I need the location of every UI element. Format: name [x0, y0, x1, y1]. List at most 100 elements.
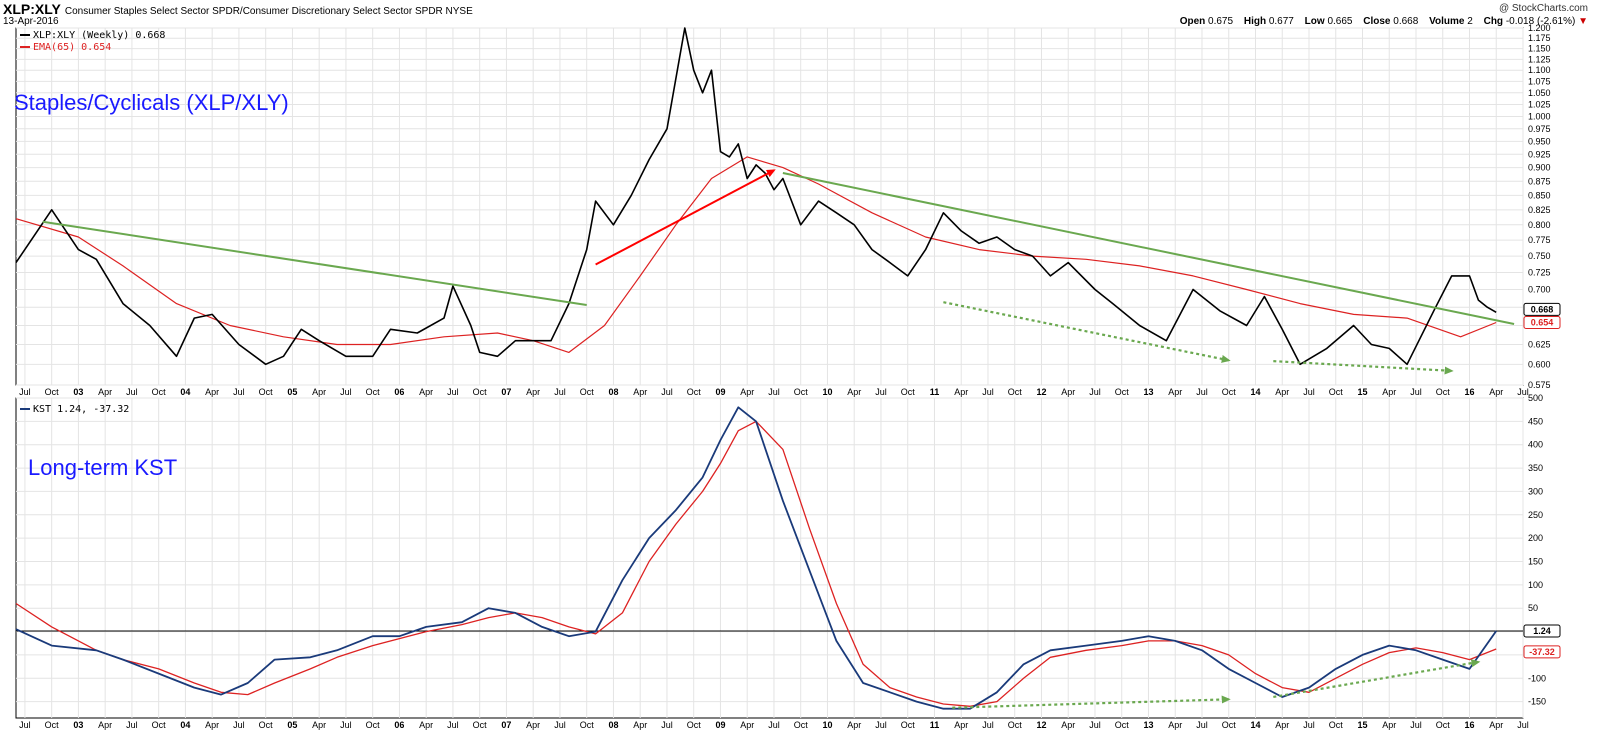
upper-panel-title: Staples/Cyclicals (XLP/XLY): [14, 90, 289, 115]
price-x-tick-label: 04: [180, 387, 190, 397]
kst-y-tick-label: 350: [1528, 463, 1543, 473]
kst-x-tick-label: 12: [1036, 720, 1046, 730]
price-x-tick-label: 12: [1036, 387, 1046, 397]
legend-price: XLP:XLY (Weekly) 0.668: [20, 30, 165, 41]
kst-x-tick-label: Apr: [1489, 720, 1503, 730]
price-x-tick-label: Jul: [982, 387, 994, 397]
price-x-tick-label: Apr: [954, 387, 968, 397]
kst-x-tick-label: Oct: [1329, 720, 1344, 730]
price-x-tick-label: Apr: [312, 387, 326, 397]
price-series-line: [15, 27, 1497, 366]
kst-x-tick-label: Oct: [152, 720, 167, 730]
kst-y-tick-label: 200: [1528, 533, 1543, 543]
kst-x-tick-label: 15: [1357, 720, 1367, 730]
price-x-tick-label: 13: [1143, 387, 1153, 397]
price-y-tick-label: 0.700: [1528, 285, 1551, 295]
price-x-tick-label: 15: [1357, 387, 1367, 397]
kst-y-tick-label: 50: [1528, 603, 1538, 613]
kst-y-tick-label: -100: [1528, 673, 1546, 683]
price-x-tick-label: 06: [394, 387, 404, 397]
kst-x-tick-label: Oct: [366, 720, 381, 730]
price-y-tick-label: 0.750: [1528, 251, 1551, 261]
price-y-tick-label: 1.125: [1528, 54, 1551, 64]
price-x-tick-label: 11: [930, 387, 940, 397]
price-y-tick-label: 0.825: [1528, 205, 1551, 215]
kst-x-tick-label: Jul: [447, 720, 459, 730]
ticker-symbol: XLP:XLY: [3, 1, 61, 17]
kst-x-tick-label: Jul: [19, 720, 31, 730]
price-x-tick-label: Jul: [768, 387, 780, 397]
price-x-tick-label: Apr: [419, 387, 433, 397]
price-x-tick-label: Oct: [45, 387, 60, 397]
chg-label: Chg: [1483, 16, 1504, 27]
kst-x-tick-label: Jul: [554, 720, 566, 730]
legend-ema-swatch: [20, 46, 30, 48]
price-x-tick-label: Oct: [580, 387, 595, 397]
lower-panel-title: Long-term KST: [28, 455, 178, 480]
kst-y-tick-label: 150: [1528, 557, 1543, 567]
kst-x-tick-label: Apr: [1275, 720, 1289, 730]
price-x-tick-label: Oct: [1329, 387, 1344, 397]
price-x-tick-label: Oct: [1436, 387, 1451, 397]
chg-value: -0.018 (-2.61%): [1505, 16, 1576, 27]
legend-kst-swatch: [20, 408, 30, 410]
low-value: 0.665: [1327, 16, 1353, 27]
kst-x-tick-label: Jul: [875, 720, 887, 730]
price-y-tick-label: 0.600: [1528, 359, 1551, 369]
kst-x-tick-label: Oct: [1436, 720, 1451, 730]
kst-x-tick-label: 13: [1143, 720, 1153, 730]
kst-x-tick-label: Apr: [98, 720, 112, 730]
kst-x-tick-label: 11: [930, 720, 940, 730]
price-y-tick-label: 0.875: [1528, 176, 1551, 186]
price-x-tick-label: Jul: [875, 387, 887, 397]
price-x-tick-label: Apr: [1061, 387, 1075, 397]
kst-trend-arrow: [1273, 659, 1481, 699]
price-x-tick-label: Jul: [126, 387, 138, 397]
price-x-tick-label: Apr: [1275, 387, 1289, 397]
kst-x-tick-label: Apr: [312, 720, 326, 730]
price-x-tick-label: Oct: [794, 387, 809, 397]
price-x-tick-label: 08: [608, 387, 618, 397]
kst-x-tick-label: Oct: [259, 720, 274, 730]
price-x-tick-label: Jul: [340, 387, 352, 397]
kst-y-tick-label: 250: [1528, 510, 1543, 520]
kst-signal-series-line: [15, 420, 1497, 707]
volume-value: 2: [1467, 16, 1473, 27]
price-x-tick-label: Apr: [847, 387, 861, 397]
kst-x-tick-label: Jul: [982, 720, 994, 730]
kst-x-tick-label: Oct: [1115, 720, 1130, 730]
kst-x-tick-label: 04: [180, 720, 190, 730]
kst-x-tick-label: 05: [287, 720, 297, 730]
kst-series-line: [15, 406, 1497, 710]
kst-y-tick-label: 400: [1528, 440, 1543, 450]
price-last-badge-text: 0.668: [1531, 304, 1554, 314]
kst-x-tick-label: 16: [1464, 720, 1474, 730]
price-y-tick-label: 0.975: [1528, 124, 1551, 134]
kst-x-tick-label: 08: [608, 720, 618, 730]
price-x-tick-label: Apr: [1382, 387, 1396, 397]
price-y-tick-label: 0.925: [1528, 149, 1551, 159]
chg-down-icon: ▼: [1578, 16, 1588, 27]
price-y-tick-label: 0.800: [1528, 220, 1551, 230]
kst-x-tick-label: Jul: [661, 720, 673, 730]
kst-x-tick-label: Jul: [340, 720, 352, 730]
price-y-tick-label: 1.100: [1528, 65, 1551, 75]
price-x-tick-label: Jul: [447, 387, 459, 397]
price-x-tick-label: Jul: [661, 387, 673, 397]
price-x-tick-label: Jul: [19, 387, 31, 397]
high-label: High: [1243, 16, 1267, 27]
chg-marker: ▼: [1578, 16, 1588, 27]
kst-x-tick-label: Apr: [205, 720, 219, 730]
kst-x-tick-label: Apr: [526, 720, 540, 730]
ticker-description: Consumer Staples Select Sector SPDR/Cons…: [64, 6, 473, 17]
price-x-tick-label: Jul: [1517, 387, 1529, 397]
price-x-tick-label: Oct: [1222, 387, 1237, 397]
kst-x-tick-label: Jul: [768, 720, 780, 730]
price-x-tick-label: 07: [501, 387, 511, 397]
price-x-tick-label: Apr: [1168, 387, 1182, 397]
kst-x-tick-label: Jul: [1196, 720, 1208, 730]
price-x-tick-label: Apr: [740, 387, 754, 397]
price-y-tick-label: 0.575: [1528, 380, 1551, 390]
price-x-tick-label: Oct: [687, 387, 702, 397]
kst-x-tick-label: Apr: [1168, 720, 1182, 730]
